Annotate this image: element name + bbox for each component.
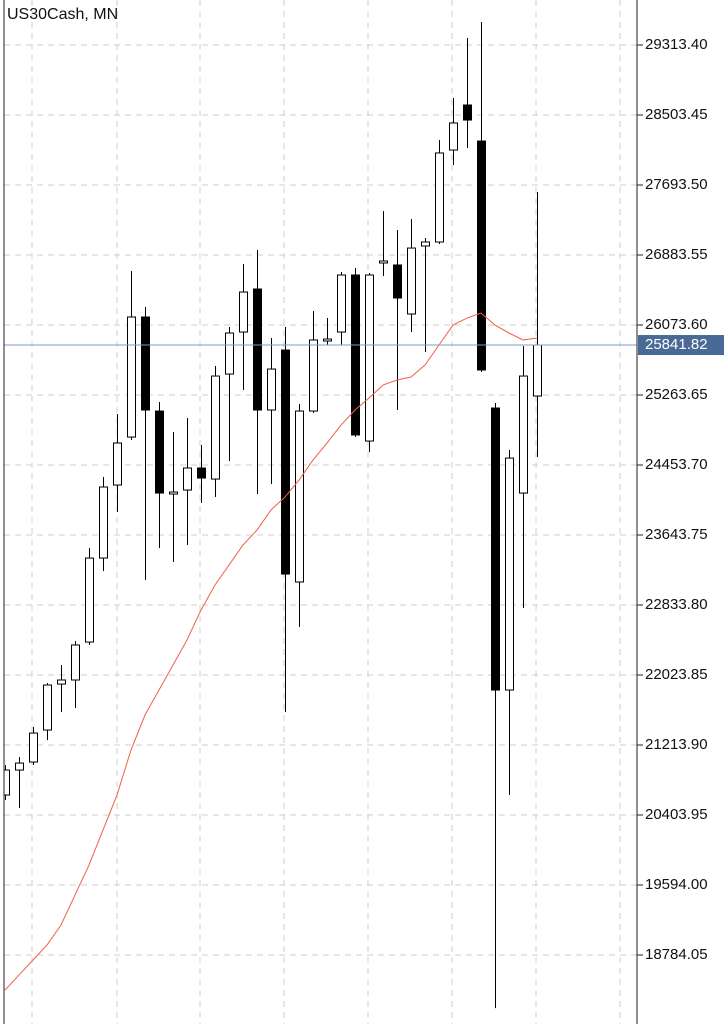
candle-body xyxy=(169,491,178,495)
candle-body xyxy=(4,769,10,796)
candle-body xyxy=(477,140,486,371)
candle-body xyxy=(309,339,318,412)
candle-body xyxy=(407,247,416,315)
candle-body xyxy=(435,152,444,243)
candle-body xyxy=(337,274,346,333)
candle-body xyxy=(29,732,38,763)
y-tick-label: 29313.40 xyxy=(645,36,708,53)
candle-body xyxy=(519,375,528,494)
candle-body xyxy=(533,344,542,397)
y-tick-label: 26073.60 xyxy=(645,316,708,333)
candle-body xyxy=(141,316,150,411)
candle-body xyxy=(253,288,262,411)
candle-body xyxy=(351,274,360,436)
candle-body xyxy=(43,684,52,731)
candle-body xyxy=(239,291,248,333)
candle-body xyxy=(463,104,472,121)
candle-body xyxy=(379,260,388,264)
moving-average-line xyxy=(4,312,538,991)
y-tick-label: 20403.95 xyxy=(645,806,708,823)
candle-body xyxy=(15,762,24,771)
y-tick-label: 23643.75 xyxy=(645,526,708,543)
candle-body xyxy=(267,368,276,411)
chart-title: US30Cash, MN xyxy=(7,6,118,23)
y-tick-label: 24453.70 xyxy=(645,456,708,473)
candle-body xyxy=(393,264,402,299)
candle-body xyxy=(491,407,500,691)
candle-body xyxy=(183,467,192,491)
candle-body xyxy=(127,316,136,438)
candle-body xyxy=(365,274,374,442)
candle-body xyxy=(323,338,332,342)
candle-body xyxy=(99,486,108,559)
y-tick-label: 28503.45 xyxy=(645,106,708,123)
y-tick-label: 21213.90 xyxy=(645,736,708,753)
candle-body xyxy=(505,457,514,691)
y-tick-label: 18784.05 xyxy=(645,946,708,963)
current-price-box xyxy=(638,335,724,356)
candle-body xyxy=(57,679,66,685)
candle-body xyxy=(71,644,80,681)
candle-body xyxy=(197,467,206,479)
candle-body xyxy=(85,557,94,643)
y-tick-label: 22833.80 xyxy=(645,596,708,613)
current-price-label: 25841.82 xyxy=(645,336,708,353)
y-tick-label: 25263.65 xyxy=(645,386,708,403)
candle-body xyxy=(225,332,234,375)
y-tick-label: 27693.50 xyxy=(645,176,708,193)
y-tick-label: 19594.00 xyxy=(645,876,708,893)
candle-body xyxy=(295,410,304,583)
y-tick-label: 22023.85 xyxy=(645,666,708,683)
y-tick-label: 26883.55 xyxy=(645,246,708,263)
candle-body xyxy=(449,122,458,151)
candle-body xyxy=(113,442,122,486)
candle-body xyxy=(155,410,164,494)
candle-body xyxy=(281,349,290,575)
y-axis: 29313.40 28503.45 27693.50 26883.55 26073.60… xyxy=(637,36,724,963)
plot-area xyxy=(4,22,637,1009)
candle-body xyxy=(211,375,220,480)
candle-body xyxy=(421,241,430,247)
